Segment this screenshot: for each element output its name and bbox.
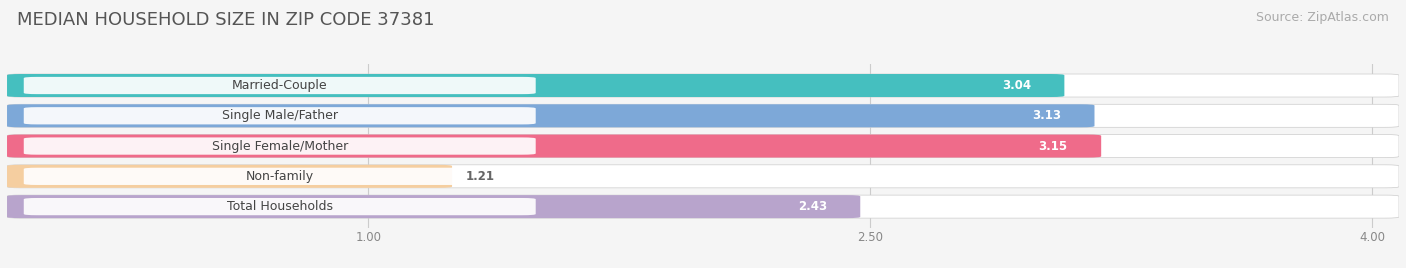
Text: 3.15: 3.15 xyxy=(1039,140,1067,152)
FancyBboxPatch shape xyxy=(7,104,1399,127)
Text: Source: ZipAtlas.com: Source: ZipAtlas.com xyxy=(1256,11,1389,24)
FancyBboxPatch shape xyxy=(24,198,536,215)
FancyBboxPatch shape xyxy=(7,195,860,218)
FancyBboxPatch shape xyxy=(24,137,536,155)
Text: 2.43: 2.43 xyxy=(797,200,827,213)
Text: Married-Couple: Married-Couple xyxy=(232,79,328,92)
Text: Single Male/Father: Single Male/Father xyxy=(222,109,337,122)
Text: Total Households: Total Households xyxy=(226,200,333,213)
Text: Non-family: Non-family xyxy=(246,170,314,183)
FancyBboxPatch shape xyxy=(24,107,536,124)
FancyBboxPatch shape xyxy=(7,165,1399,188)
FancyBboxPatch shape xyxy=(7,165,453,188)
FancyBboxPatch shape xyxy=(24,168,536,185)
FancyBboxPatch shape xyxy=(7,74,1064,97)
Text: Single Female/Mother: Single Female/Mother xyxy=(212,140,347,152)
FancyBboxPatch shape xyxy=(7,135,1101,158)
Text: MEDIAN HOUSEHOLD SIZE IN ZIP CODE 37381: MEDIAN HOUSEHOLD SIZE IN ZIP CODE 37381 xyxy=(17,11,434,29)
Text: 3.04: 3.04 xyxy=(1002,79,1031,92)
Text: 1.21: 1.21 xyxy=(465,170,495,183)
Text: 3.13: 3.13 xyxy=(1032,109,1062,122)
FancyBboxPatch shape xyxy=(7,195,1399,218)
FancyBboxPatch shape xyxy=(7,74,1399,97)
FancyBboxPatch shape xyxy=(7,135,1399,158)
FancyBboxPatch shape xyxy=(7,104,1094,127)
FancyBboxPatch shape xyxy=(24,77,536,94)
